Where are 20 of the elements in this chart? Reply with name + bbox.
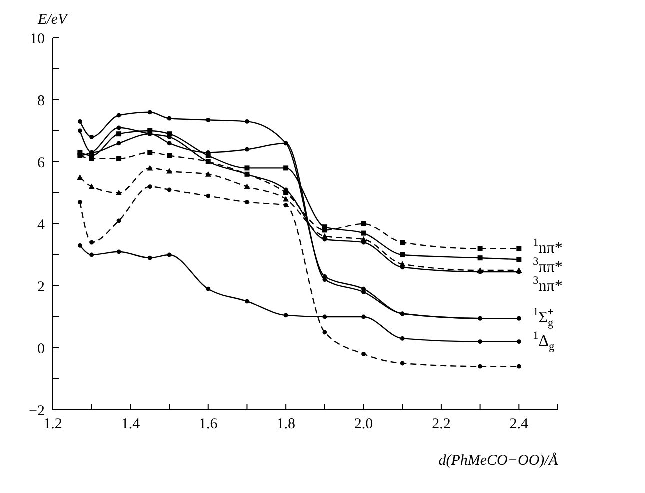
x-tick-label: 1.6 — [199, 416, 218, 433]
x-tick-label: 1.2 — [44, 416, 62, 433]
y-tick-label: −2 — [29, 403, 45, 420]
series-label: $^{1}$Δ$_{g}$ — [533, 329, 556, 352]
x-tick-label: 1.8 — [276, 416, 296, 433]
y-tick-label: 10 — [30, 31, 45, 48]
y-tick-label: 2 — [38, 279, 45, 296]
y-tick-label: 0 — [38, 341, 45, 358]
series-label: $^{3}$ππ* — [533, 256, 563, 276]
y-tick-label: 6 — [38, 155, 46, 172]
x-tick-label: 1.4 — [121, 416, 141, 433]
x-axis-title: d(PhMeCO−OO)/Å — [438, 452, 559, 469]
series-label: $^{3}$nπ* — [533, 274, 563, 295]
y-tick-label: 4 — [38, 217, 46, 234]
series-label: $^{1}$nπ* — [533, 236, 563, 256]
x-tick-label: 2.0 — [354, 416, 374, 433]
y-tick-label: 8 — [38, 93, 45, 110]
y-axis-title: E/eV — [38, 12, 68, 29]
x-tick-label: 2.2 — [432, 416, 451, 433]
x-tick-label: 2.4 — [510, 416, 530, 433]
